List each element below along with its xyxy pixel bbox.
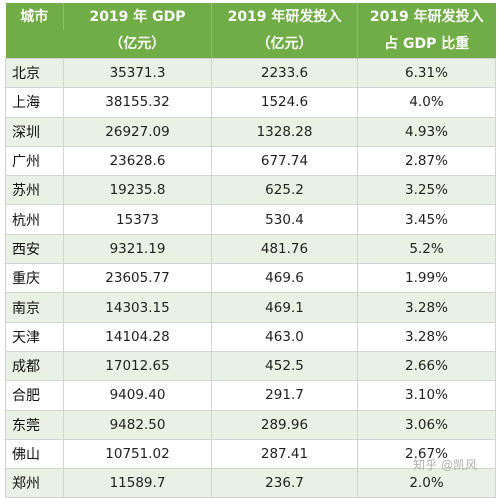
ratio-cell: 3.28%: [357, 321, 496, 352]
gdp-cell: 14303.15: [63, 292, 212, 323]
table-header: 城市 2019 年 GDP 2019 年研发投入 2019 年研发投入 （亿元）…: [5, 3, 496, 59]
ratio-cell: 3.28%: [357, 292, 496, 323]
header-gdp-line2: （亿元）: [63, 30, 212, 59]
rd-cell: 1328.28: [211, 116, 358, 147]
watermark: 知乎 @凯风: [413, 458, 477, 472]
rd-cell: 1524.6: [211, 87, 358, 118]
gdp-cell: 38155.32: [63, 87, 212, 118]
rd-cell: 291.7: [211, 380, 358, 411]
table-row: 郑州 11589.7 236.7 2.0%: [5, 468, 496, 498]
table-row: 重庆 23605.77 469.6 1.99%: [5, 263, 496, 294]
city-cell: 郑州: [5, 468, 64, 498]
city-cell: 南京: [5, 292, 64, 323]
ratio-cell: 2.67%: [357, 438, 496, 470]
gdp-cell: 9409.40: [63, 380, 212, 411]
rd-cell: 236.7: [211, 468, 358, 498]
rd-cell: 469.1: [211, 292, 358, 323]
header-rd-line2: （亿元）: [211, 30, 358, 59]
table-row: 西安 9321.19 481.76 5.2%: [5, 233, 496, 265]
ratio-cell: 1.99%: [357, 263, 496, 294]
table-row: 苏州 19235.8 625.2 3.25%: [5, 175, 496, 206]
rd-cell: 287.41: [211, 438, 358, 470]
header-gdp-line1: 2019 年 GDP: [63, 3, 212, 30]
gdp-cell: 11589.7: [63, 468, 212, 498]
ratio-cell: 4.93%: [357, 116, 496, 147]
city-cell: 重庆: [5, 263, 64, 294]
header-ratio-line2: 占 GDP 比重: [357, 30, 496, 59]
table-row: 南京 14303.15 469.1 3.28%: [5, 292, 496, 323]
gdp-cell: 9321.19: [63, 233, 212, 265]
table-row: 天津 14104.28 463.0 3.28%: [5, 321, 496, 352]
ratio-cell: 3.10%: [357, 380, 496, 411]
gdp-cell: 19235.8: [63, 175, 212, 206]
city-cell: 上海: [5, 87, 64, 118]
city-cell: 北京: [5, 57, 64, 89]
ratio-cell: 4.0%: [357, 87, 496, 118]
rd-cell: 289.96: [211, 409, 358, 440]
table-row: 杭州 15373 530.4 3.45%: [5, 204, 496, 235]
gdp-cell: 14104.28: [63, 321, 212, 352]
gdp-cell: 10751.02: [63, 438, 212, 470]
gdp-cell: 15373: [63, 204, 212, 235]
gdp-cell: 23628.6: [63, 145, 212, 177]
city-cell: 成都: [5, 350, 64, 382]
rd-cell: 481.76: [211, 233, 358, 265]
table-row: 成都 17012.65 452.5 2.66%: [5, 350, 496, 382]
gdp-rd-table: 城市 2019 年 GDP 2019 年研发投入 2019 年研发投入 （亿元）…: [5, 3, 496, 498]
table-row: 广州 23628.6 677.74 2.87%: [5, 145, 496, 177]
rd-cell: 677.74: [211, 145, 358, 177]
ratio-cell: 2.0%: [357, 468, 496, 498]
city-cell: 天津: [5, 321, 64, 352]
rd-cell: 625.2: [211, 175, 358, 206]
ratio-cell: 5.2%: [357, 233, 496, 265]
rd-cell: 469.6: [211, 263, 358, 294]
gdp-cell: 23605.77: [63, 263, 212, 294]
city-cell: 苏州: [5, 175, 64, 206]
city-cell: 西安: [5, 233, 64, 265]
gdp-cell: 9482.50: [63, 409, 212, 440]
table-row: 东莞 9482.50 289.96 3.06%: [5, 409, 496, 440]
city-cell: 合肥: [5, 380, 64, 411]
city-cell: 深圳: [5, 116, 64, 147]
rd-cell: 530.4: [211, 204, 358, 235]
gdp-cell: 35371.3: [63, 57, 212, 89]
table-body: 北京 35371.3 2233.6 6.31% 上海 38155.32 1524.6 4.0%…: [5, 57, 496, 498]
ratio-cell: 3.06%: [357, 409, 496, 440]
city-cell: 佛山: [5, 438, 64, 470]
rd-cell: 452.5: [211, 350, 358, 382]
table-row: 北京 35371.3 2233.6 6.31%: [5, 57, 496, 89]
city-cell: 东莞: [5, 409, 64, 440]
gdp-cell: 26927.09: [63, 116, 212, 147]
city-cell: 广州: [5, 145, 64, 177]
gdp-cell: 17012.65: [63, 350, 212, 382]
table-row: 深圳 26927.09 1328.28 4.93%: [5, 116, 496, 147]
rd-cell: 463.0: [211, 321, 358, 352]
table-row: 上海 38155.32 1524.6 4.0%: [5, 87, 496, 118]
table-row: 佛山 10751.02 287.41 2.67%: [5, 438, 496, 470]
ratio-cell: 2.66%: [357, 350, 496, 382]
table-row: 合肥 9409.40 291.7 3.10%: [5, 380, 496, 411]
header-ratio-line1: 2019 年研发投入: [357, 3, 496, 30]
ratio-cell: 6.31%: [357, 57, 496, 89]
ratio-cell: 2.87%: [357, 145, 496, 177]
header-rd-line1: 2019 年研发投入: [211, 3, 358, 30]
ratio-cell: 3.45%: [357, 204, 496, 235]
ratio-cell: 3.25%: [357, 175, 496, 206]
rd-cell: 2233.6: [211, 57, 358, 89]
header-city: 城市: [5, 3, 64, 59]
city-cell: 杭州: [5, 204, 64, 235]
